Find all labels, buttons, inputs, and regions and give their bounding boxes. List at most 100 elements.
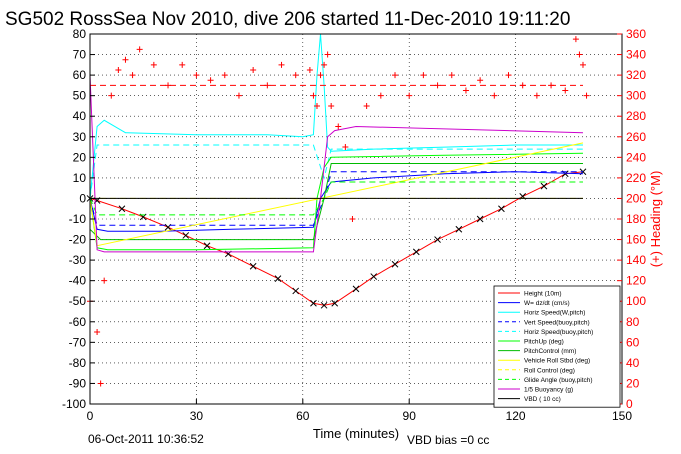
left-y-tick-label: -10 (69, 212, 87, 226)
right-y-tick-label: 40 (626, 356, 640, 370)
heading-point (129, 72, 136, 79)
legend: Height (10m) W= dz/dt (cm/s) Horiz Speed(W… (493, 285, 621, 408)
right-y-tick-label: 300 (626, 89, 646, 103)
height-point (455, 225, 463, 233)
heading-point (505, 72, 512, 79)
left-y-tick-label: 40 (73, 109, 87, 123)
axis-ticks: 0 30 60 90 120 15080706050403020100-10-20-30-… (62, 27, 646, 423)
heading-point (448, 72, 455, 79)
heading-point (491, 92, 498, 99)
right-y-tick-label: 280 (626, 109, 646, 123)
height-point (434, 236, 441, 243)
heading-point (221, 72, 228, 79)
height-point (352, 285, 360, 293)
series-w-dz-dt-cm-s (89, 171, 584, 232)
right-y-tick-label: 340 (626, 48, 646, 62)
heading-point (342, 144, 349, 151)
legend-entry: Vehicle Roll Stbd (deg) (524, 358, 590, 365)
left-y-tick-label: -40 (69, 274, 87, 288)
series-horiz-speed-w-pitch (89, 33, 583, 199)
right-y-tick-label: 60 (626, 335, 640, 349)
heading-point (101, 277, 108, 284)
height-point (412, 248, 420, 256)
heading-point (576, 51, 583, 58)
right-y-tick-label: 220 (626, 171, 646, 185)
left-y-tick-label: 80 (73, 27, 87, 41)
vbd-bias: VBD bias =0 cc (407, 433, 489, 447)
left-y-tick-label: 70 (73, 48, 87, 62)
heading-point (349, 216, 356, 222)
heading-point (313, 102, 320, 109)
left-y-tick-label: 10 (73, 171, 87, 185)
heading-point (207, 77, 214, 84)
right-y-axis-label: (+) Heading (°M) (648, 171, 663, 268)
heading-point (579, 61, 586, 68)
right-y-tick-label: 0 (626, 397, 633, 411)
heading-point (115, 66, 122, 73)
right-y-tick-label: 180 (626, 212, 646, 226)
x-tick-label: 30 (190, 409, 204, 423)
heading-point (94, 329, 101, 336)
legend-entry: Height (10m) (524, 291, 562, 298)
series-height-10m (89, 171, 584, 306)
left-y-tick-label: -90 (69, 376, 87, 390)
height-point (370, 273, 378, 280)
height-point (292, 287, 300, 295)
heading-point (193, 72, 200, 79)
heading-point (292, 72, 299, 79)
heading-point (406, 92, 413, 99)
height-point (203, 242, 211, 250)
heading-point (462, 87, 469, 94)
series-vehicle-roll-stbd-deg (89, 142, 584, 247)
x-axis-label: Time (minutes) (313, 426, 399, 441)
x-tick-label: 120 (506, 409, 526, 423)
left-y-tick-label: -80 (69, 356, 87, 370)
heading-point (420, 72, 427, 79)
legend-entry: Horiz Speed(buoy,pitch) (524, 329, 593, 336)
legend-entry: Glide Angle (buoy,pitch) (524, 377, 593, 384)
heading-point (583, 92, 590, 99)
left-y-tick-label: -70 (69, 335, 87, 349)
heading-point (97, 380, 104, 387)
right-y-tick-label: 120 (626, 274, 646, 288)
heading-point (310, 92, 317, 99)
right-y-tick-label: 200 (626, 191, 646, 205)
chart-title: SG502 RossSea Nov 2010, dive 206 started… (5, 9, 570, 30)
series-pitchcontrol-mm (89, 163, 583, 241)
series-heading (87, 36, 590, 387)
left-y-tick-label: 60 (73, 68, 87, 82)
heading-point (108, 92, 115, 99)
left-y-tick-label: 0 (79, 191, 86, 205)
heading-point (392, 72, 399, 79)
legend-entry: Vert Speed(buoy,pitch) (524, 319, 590, 326)
right-y-tick-label: 360 (626, 27, 646, 41)
left-y-tick-label: 20 (73, 150, 87, 164)
heading-point (278, 61, 285, 68)
left-y-tick-label: -100 (62, 397, 86, 411)
right-y-tick-label: 100 (626, 294, 646, 308)
right-y-tick-label: 140 (626, 253, 646, 267)
left-y-tick-label: -20 (69, 233, 87, 247)
x-tick-label: 90 (403, 409, 417, 423)
heading-point (317, 72, 324, 79)
height-point (249, 262, 257, 270)
legend-entry: PitchControl (mm) (524, 348, 576, 355)
x-tick-label: 60 (296, 409, 310, 423)
height-point (320, 301, 328, 309)
heading-point (122, 56, 129, 63)
timestamp: 06-Oct-2011 10:36:52 (88, 432, 204, 446)
heading-point (377, 92, 384, 99)
height-point (540, 182, 548, 190)
heading-point (306, 66, 313, 73)
right-y-tick-label: 260 (626, 130, 646, 144)
legend-entry: W= dz/dt (cm/s) (524, 300, 570, 307)
legend-entry: Roll Control (deg) (524, 367, 575, 374)
x-tick-label: 150 (612, 409, 632, 423)
heading-point (150, 61, 157, 68)
legend-entry: 1/5 Buoyancy (g) (524, 387, 573, 394)
right-y-tick-label: 240 (626, 150, 646, 164)
legend-box (493, 285, 621, 408)
height-point (118, 205, 126, 213)
left-y-tick-label: -60 (69, 315, 87, 329)
